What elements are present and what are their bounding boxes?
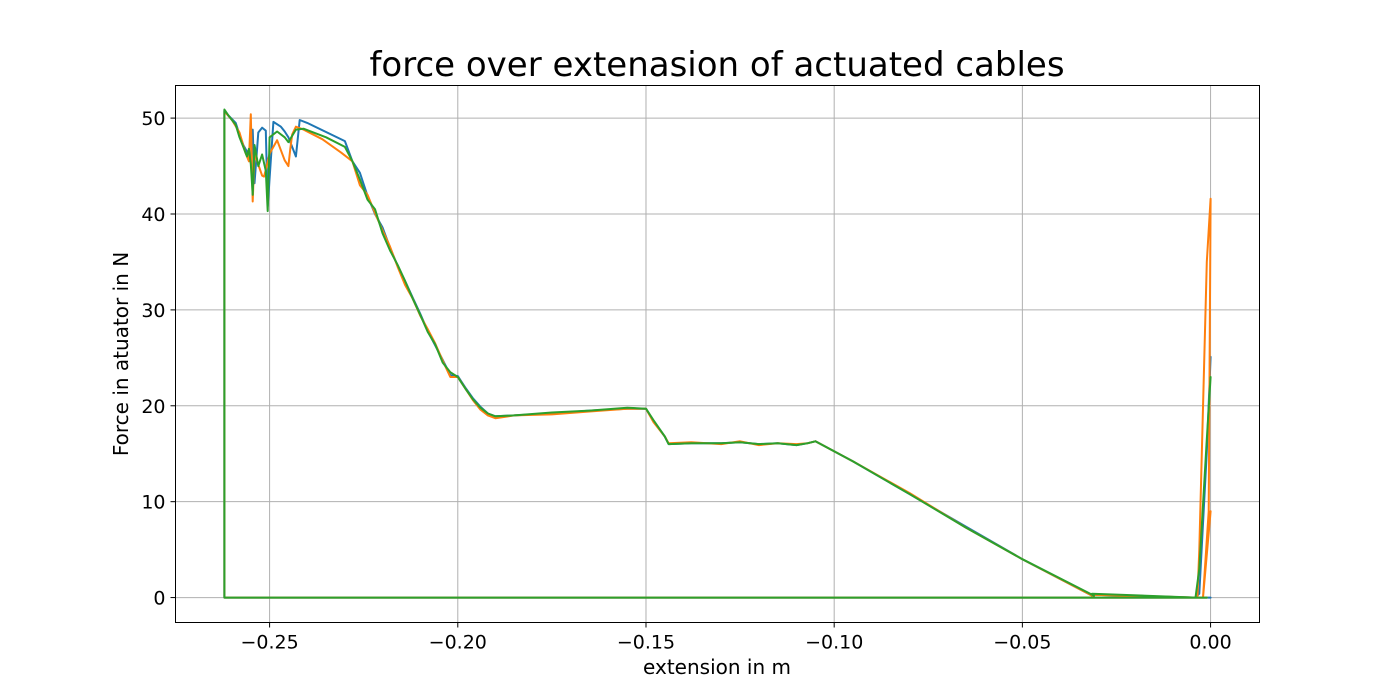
x-axis-label: extension in m [643,655,791,679]
y-axis-label: Force in atuator in N [109,252,133,456]
x-axis: −0.25 −0.20 −0.15 −0.10 −0.05 0.00 [240,622,1232,654]
x-tick-label: 0.00 [1189,632,1231,654]
series-2-line [223,110,1212,599]
chart-title: force over extenasion of actuated cables [369,45,1064,85]
grid [175,85,1260,623]
y-tick-label: 30 [141,300,165,322]
y-tick-label: 0 [153,588,165,610]
y-tick-label: 10 [141,492,165,514]
series-layer [223,108,1212,599]
y-tick-label: 20 [141,396,165,418]
series-3-line [223,108,1212,599]
series-1-line [223,109,1212,599]
y-axis: 0 10 20 30 40 50 [141,108,176,610]
x-tick-label: −0.25 [240,632,298,654]
x-tick-label: −0.20 [429,632,487,654]
plot-frame [175,85,1260,623]
y-tick-label: 40 [141,204,165,226]
x-tick-label: −0.10 [805,632,863,654]
x-tick-label: −0.05 [993,632,1051,654]
y-tick-label: 50 [141,108,165,130]
x-tick-label: −0.15 [617,632,675,654]
